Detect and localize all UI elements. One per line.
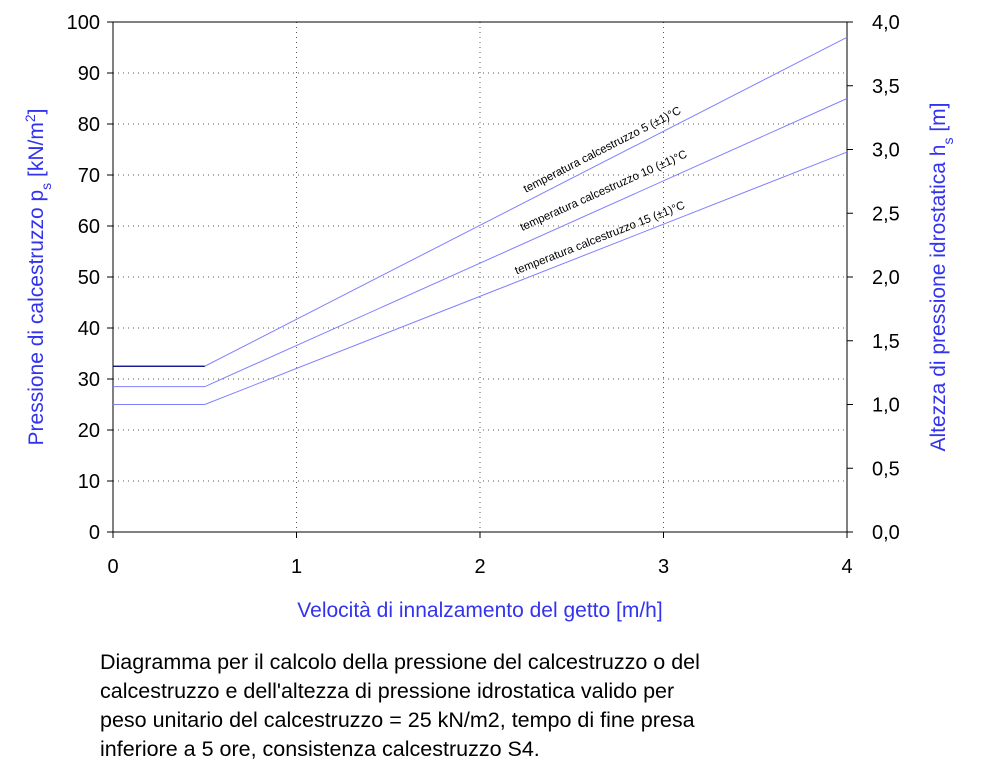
series-label-3: temperatura calcestruzzo 15 (±1)°C: [513, 200, 686, 278]
series-labels: temperatura calcestruzzo 5 (±1)°Ctempera…: [513, 105, 689, 277]
x-tick-label: 2: [474, 556, 485, 578]
y-left-tick-label: 0: [89, 522, 100, 544]
axis-ticks: 0 10 20 30 40 50 60 70 80 90 100 0 1 2 3 4 0,0 0,5 1,0 1,5 2…: [67, 12, 900, 578]
y-left-tick-label: 30: [78, 369, 100, 391]
y-left-axis-title: Pressione di calcestruzzo ps [kN/m2]: [22, 109, 54, 446]
y-left-tick-label: 90: [78, 63, 100, 85]
series-line-2: [113, 98, 848, 388]
caption-line: Diagramma per il calcolo della pressione…: [100, 650, 700, 674]
x-tick-label: 1: [291, 556, 302, 578]
x-tick-label: 4: [841, 556, 852, 578]
y-right-tick-label: 3,0: [872, 140, 900, 162]
y-right-tick-label: 4,0: [872, 12, 900, 34]
series-label-1: temperatura calcestruzzo 5 (±1)°C: [522, 105, 683, 196]
pressure-chart: 0 10 20 30 40 50 60 70 80 90 100 0 1 2 3 4 0,0 0,5 1,0 1,5 2…: [22, 12, 956, 622]
x-axis-title: Velocità di innalzamento del getto [m/h]: [297, 599, 662, 622]
caption-line: calcestruzzo e dell'altezza di pressione…: [100, 679, 675, 703]
y-right-tick-label: 2,0: [872, 267, 900, 289]
y-right-tick-label: 1,0: [872, 395, 900, 417]
caption-line: peso unitario del calcestruzzo = 25 kN/m…: [100, 708, 695, 732]
y-left-tick-label: 100: [67, 12, 100, 34]
y-right-tick-label: 1,5: [872, 331, 900, 353]
series-line-1: [113, 36, 848, 367]
series-curves: [113, 36, 848, 405]
x-tick-label: 0: [107, 556, 118, 578]
y-right-tick-label: 3,5: [872, 76, 900, 98]
series-line-3: [113, 151, 848, 405]
y-right-tick-label: 0,5: [872, 458, 900, 480]
y-right-tick-label: 2,5: [872, 203, 900, 225]
y-left-tick-label: 20: [78, 420, 100, 442]
y-left-tick-label: 70: [78, 165, 100, 187]
caption-line: inferiore a 5 ore, consistenza calcestru…: [100, 737, 540, 761]
y-left-tick-label: 60: [78, 216, 100, 238]
y-left-tick-label: 50: [78, 267, 100, 289]
y-right-axis-title: Altezza di pressione idrostatica hs [m]: [927, 103, 956, 452]
y-left-tick-label: 40: [78, 318, 100, 340]
grid-lines: [113, 22, 847, 532]
x-tick-label: 3: [658, 556, 669, 578]
y-left-tick-label: 80: [78, 114, 100, 136]
y-right-tick-label: 0,0: [872, 522, 900, 544]
chart-caption: Diagramma per il calcolo della pressione…: [100, 648, 900, 764]
y-left-tick-label: 10: [78, 471, 100, 493]
